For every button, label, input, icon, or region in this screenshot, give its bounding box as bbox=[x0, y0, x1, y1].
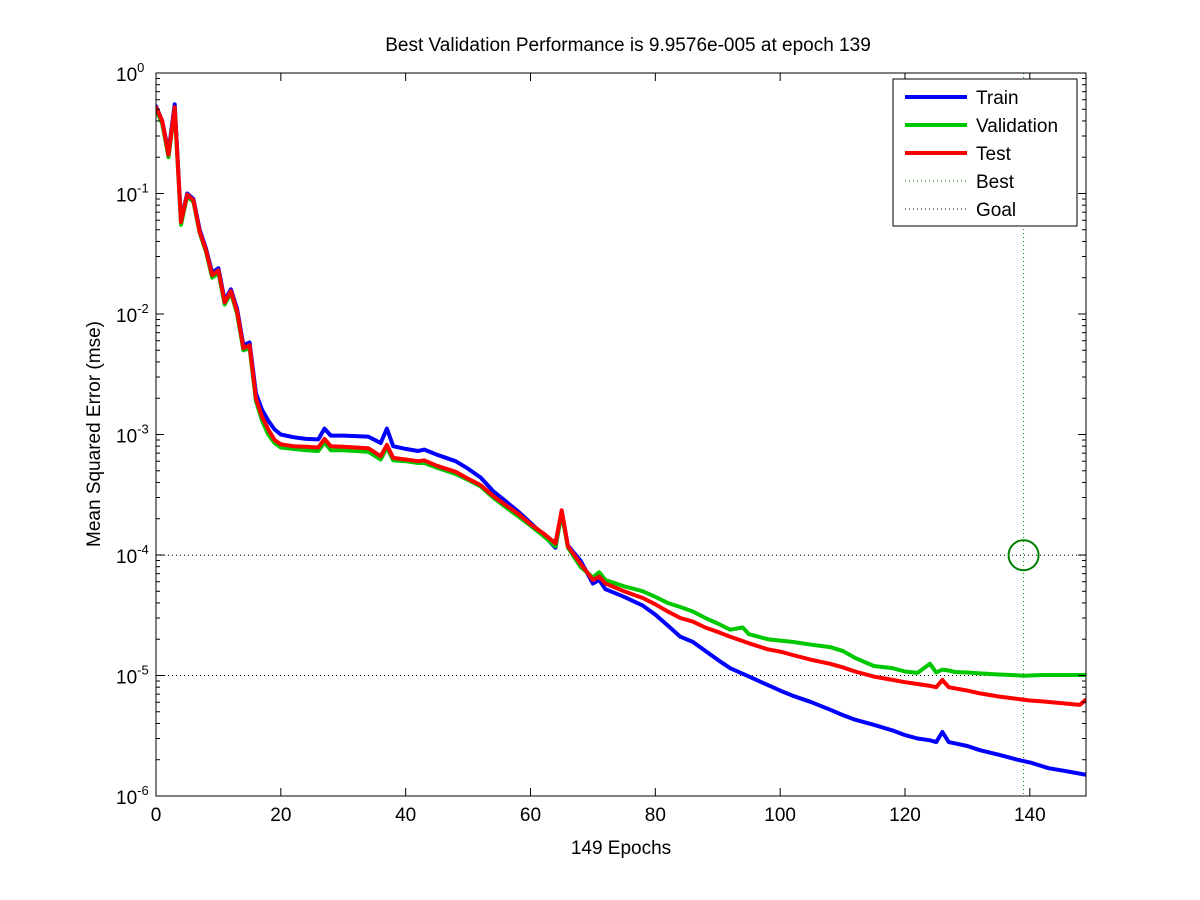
y-tick-label: 100 bbox=[116, 60, 144, 86]
series-line-test bbox=[156, 105, 1086, 707]
legend-label-train: Train bbox=[976, 88, 1019, 109]
y-tick-exponent: -4 bbox=[137, 542, 149, 557]
y-tick-base: 10 bbox=[116, 547, 137, 568]
x-tick-label: 40 bbox=[395, 805, 416, 826]
legend-label-test: Test bbox=[976, 144, 1012, 165]
y-tick-base: 10 bbox=[116, 186, 137, 207]
y-tick-exponent: -5 bbox=[137, 663, 149, 678]
legend-label-goal: Goal bbox=[976, 200, 1016, 221]
plot-area: 0 20 40 60 80 100 120 14010-610-510-410-310-210… bbox=[116, 60, 1087, 826]
y-tick-exponent: -2 bbox=[137, 301, 149, 316]
x-tick-label: 60 bbox=[520, 805, 541, 826]
y-tick-exponent: 0 bbox=[137, 60, 144, 75]
chart-title: Best Validation Performance is 9.9576e-0… bbox=[385, 35, 871, 56]
y-tick-label: 10-4 bbox=[116, 542, 149, 568]
y-axis-label: Mean Squared Error (mse) bbox=[84, 321, 105, 547]
x-tick-label: 80 bbox=[645, 805, 666, 826]
y-tick-label: 10-5 bbox=[116, 663, 149, 689]
y-tick-base: 10 bbox=[116, 788, 137, 809]
legend-label-best: Best bbox=[976, 172, 1015, 193]
y-tick-exponent: -1 bbox=[137, 181, 149, 196]
x-tick-label: 100 bbox=[764, 805, 796, 826]
x-axis-label: 149 Epochs bbox=[571, 838, 671, 859]
legend-label-validation: Validation bbox=[976, 116, 1058, 137]
x-tick-label: 20 bbox=[270, 805, 291, 826]
y-tick-exponent: -3 bbox=[137, 422, 149, 437]
y-tick-label: 10-3 bbox=[116, 422, 149, 448]
legend: Train Validation Test Best Goal bbox=[892, 78, 1078, 227]
y-tick-label: 10-1 bbox=[116, 181, 149, 207]
y-tick-base: 10 bbox=[116, 306, 137, 327]
x-tick-label: 0 bbox=[151, 805, 162, 826]
y-tick-label: 10-6 bbox=[116, 783, 149, 809]
x-tick-label: 120 bbox=[889, 805, 921, 826]
y-tick-label: 10-2 bbox=[116, 301, 149, 327]
x-tick-label: 140 bbox=[1014, 805, 1046, 826]
series-group bbox=[156, 102, 1086, 777]
y-tick-exponent: -6 bbox=[137, 783, 149, 798]
y-tick-base: 10 bbox=[116, 427, 137, 448]
best-marker bbox=[1007, 539, 1040, 572]
y-tick-base: 10 bbox=[116, 65, 137, 86]
y-tick-base: 10 bbox=[116, 668, 137, 689]
